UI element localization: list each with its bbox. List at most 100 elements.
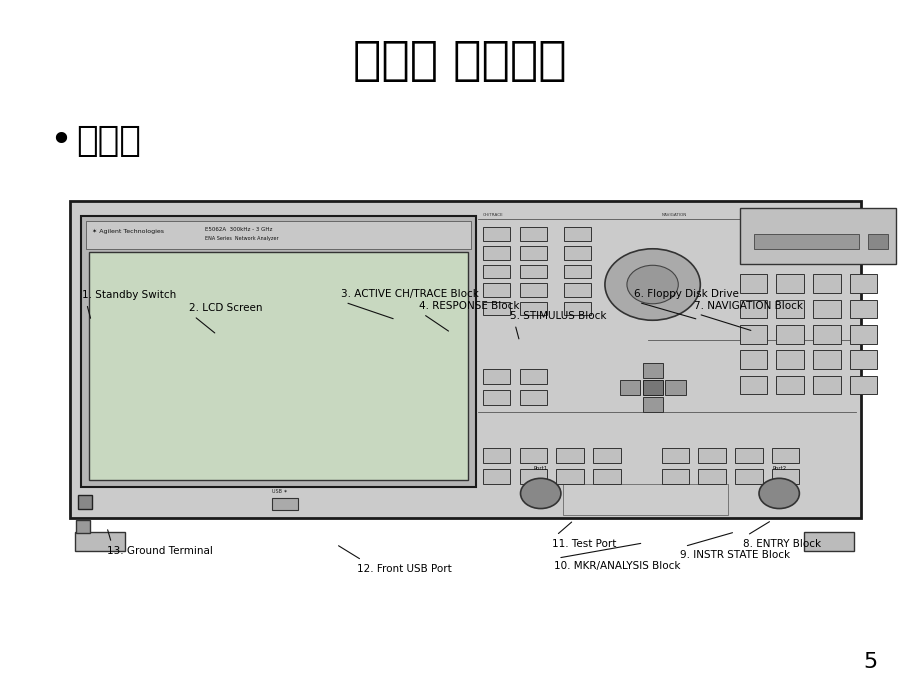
Bar	[776, 351, 803, 369]
Bar	[849, 299, 877, 318]
Bar	[734, 469, 762, 484]
Text: E5062A  300kHz - 3 GHz: E5062A 300kHz - 3 GHz	[205, 227, 272, 232]
Text: 前面板: 前面板	[76, 124, 142, 158]
Bar	[734, 448, 762, 463]
Bar	[812, 351, 840, 369]
Bar	[661, 469, 688, 484]
Bar	[664, 380, 685, 395]
Bar	[593, 469, 619, 484]
Text: 11. Test Port: 11. Test Port	[551, 539, 616, 549]
Bar	[482, 369, 510, 384]
Bar	[75, 520, 90, 533]
Bar	[482, 264, 510, 278]
Bar	[81, 216, 475, 487]
Bar	[812, 299, 840, 318]
Bar	[519, 246, 547, 259]
Bar	[868, 234, 888, 249]
Bar	[776, 325, 803, 344]
Bar	[698, 469, 725, 484]
Bar	[77, 495, 92, 509]
Bar	[562, 484, 727, 515]
Bar	[70, 201, 860, 518]
Bar	[88, 252, 468, 480]
Bar	[739, 325, 766, 344]
Bar	[563, 246, 591, 259]
Text: •: •	[49, 122, 72, 160]
Text: 4. RESPONSE Block: 4. RESPONSE Block	[418, 301, 518, 310]
Bar	[771, 469, 799, 484]
Text: USB ✶: USB ✶	[272, 489, 288, 493]
Circle shape	[758, 478, 799, 509]
Bar	[556, 469, 584, 484]
Text: 8. ENTRY Block: 8. ENTRY Block	[742, 539, 820, 549]
Text: 1. Standby Switch: 1. Standby Switch	[82, 290, 176, 300]
Bar	[482, 390, 510, 405]
Text: Port1: Port1	[533, 466, 547, 471]
Text: NAVIGATION: NAVIGATION	[661, 213, 686, 217]
Text: 13. Ground Terminal: 13. Ground Terminal	[107, 546, 212, 556]
Bar	[618, 380, 639, 395]
Bar	[556, 448, 584, 463]
Bar	[812, 274, 840, 293]
Bar	[519, 369, 547, 384]
Text: Port2: Port2	[771, 466, 786, 471]
Bar	[739, 208, 895, 264]
Bar	[771, 448, 799, 463]
Bar	[739, 351, 766, 369]
Bar	[812, 325, 840, 344]
Text: 12. Front USB Port: 12. Front USB Port	[357, 564, 451, 573]
Bar	[812, 376, 840, 395]
Bar	[482, 448, 510, 463]
Bar	[641, 363, 662, 378]
Bar	[739, 376, 766, 395]
Bar	[641, 397, 662, 413]
Bar	[482, 246, 510, 259]
Bar	[519, 283, 547, 297]
Bar	[593, 448, 619, 463]
Text: 7. NAVIGATION Block: 7. NAVIGATION Block	[693, 301, 802, 310]
Text: 第二章 功能简介: 第二章 功能简介	[353, 39, 566, 84]
Bar	[563, 228, 591, 242]
Bar	[85, 221, 471, 249]
Bar	[641, 380, 662, 395]
Bar	[849, 325, 877, 344]
Bar	[519, 302, 547, 315]
Bar	[563, 302, 591, 315]
Bar	[482, 228, 510, 242]
Text: CH/TRACE: CH/TRACE	[482, 213, 503, 217]
Bar	[482, 283, 510, 297]
Bar	[698, 448, 725, 463]
Bar	[482, 302, 510, 315]
Text: 5. STIMULUS Block: 5. STIMULUS Block	[510, 311, 607, 321]
Circle shape	[626, 265, 677, 304]
Text: 9. INSTR STATE Block: 9. INSTR STATE Block	[679, 550, 789, 560]
Bar	[482, 469, 510, 484]
Bar	[519, 264, 547, 278]
Bar	[849, 351, 877, 369]
Text: 10. MKR/ANALYSIS Block: 10. MKR/ANALYSIS Block	[553, 562, 679, 571]
Bar	[803, 532, 854, 551]
Bar	[849, 274, 877, 293]
Text: 3. ACTIVE CH/TRACE Block: 3. ACTIVE CH/TRACE Block	[340, 289, 478, 299]
Text: 2. LCD Screen: 2. LCD Screen	[189, 303, 263, 313]
Bar	[519, 228, 547, 242]
Bar	[74, 532, 125, 551]
Bar	[563, 264, 591, 278]
Circle shape	[605, 249, 699, 320]
Bar	[272, 497, 298, 510]
Text: 6. Floppy Disk Drive: 6. Floppy Disk Drive	[633, 289, 738, 299]
Bar	[563, 283, 591, 297]
Text: ENA Series  Network Analyzer: ENA Series Network Analyzer	[205, 236, 278, 241]
Text: 5: 5	[862, 653, 877, 673]
Circle shape	[520, 478, 561, 509]
Bar	[519, 390, 547, 405]
Bar	[739, 299, 766, 318]
Bar	[519, 469, 547, 484]
Bar	[519, 448, 547, 463]
Bar	[776, 299, 803, 318]
Bar	[739, 274, 766, 293]
Bar	[776, 274, 803, 293]
Text: ✶ Agilent Technologies: ✶ Agilent Technologies	[92, 228, 164, 234]
Bar	[776, 376, 803, 395]
Bar	[849, 376, 877, 395]
